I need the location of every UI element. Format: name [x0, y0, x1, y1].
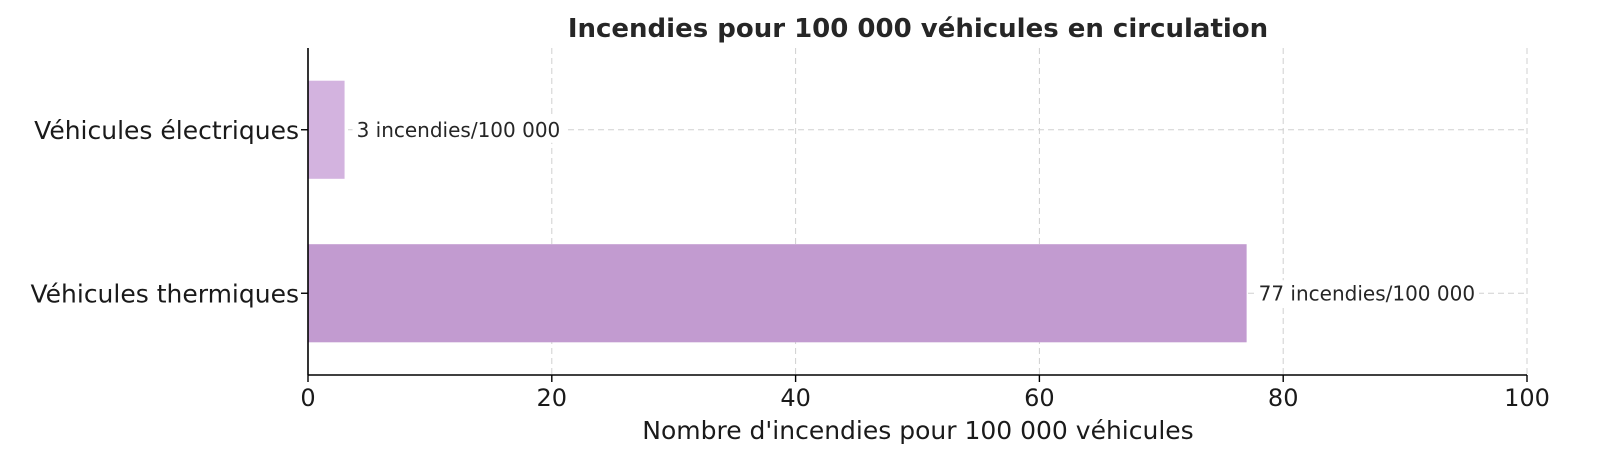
bar	[308, 80, 345, 179]
chart-title: Incendies pour 100 000 véhicules en circ…	[568, 14, 1268, 44]
x-tick-label: 0	[300, 384, 315, 412]
data-label-group: 77 incendies/100 000	[1254, 280, 1480, 307]
bar	[308, 244, 1247, 343]
data-label: 3 incendies/100 000	[357, 118, 561, 142]
data-label-background	[352, 116, 565, 143]
x-tick-label: 40	[780, 384, 811, 412]
labels: 3 incendies/100 000 77 incendies/100 000	[352, 116, 1480, 307]
data-label-group: 3 incendies/100 000	[352, 116, 565, 143]
y-tick-label: Véhicules électriques	[34, 116, 299, 145]
x-tick-label: 80	[1268, 384, 1299, 412]
y-tick-label: Véhicules thermiques	[30, 279, 299, 308]
data-label: 77 incendies/100 000	[1259, 281, 1475, 305]
x-tick-label: 100	[1504, 384, 1550, 412]
axes: 0 20 40 60 80 100 Véhicules électriques Véhicul…	[30, 48, 1550, 412]
x-tick-label: 20	[537, 384, 568, 412]
data-label-background	[1254, 280, 1480, 307]
bars	[308, 80, 1247, 343]
x-tick-label: 60	[1024, 384, 1055, 412]
x-axis-label: Nombre d'incendies pour 100 000 véhicule…	[642, 416, 1193, 445]
